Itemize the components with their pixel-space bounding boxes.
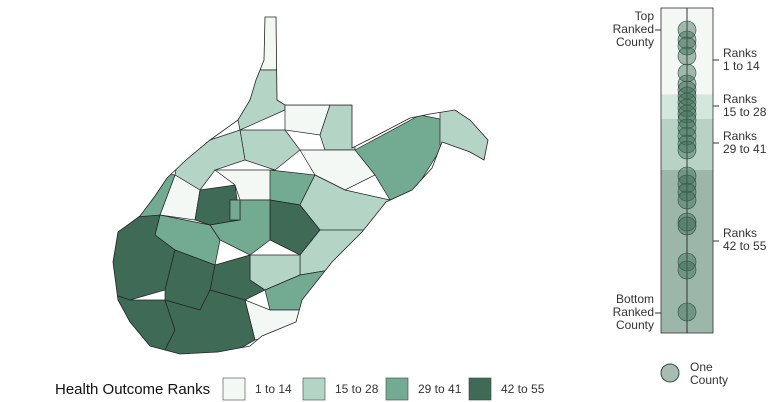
strip-label: Ranks: [723, 46, 757, 60]
strip-label: County: [616, 318, 654, 332]
county: [439, 109, 488, 171]
strip-label: 1 to 14: [723, 59, 760, 73]
strip-label: County: [690, 373, 728, 387]
legend-title: Health Outcome Ranks: [55, 381, 210, 398]
county: [159, 289, 256, 354]
county: [249, 17, 291, 71]
strip-label: Bottom: [616, 292, 654, 306]
strip-label: County: [616, 35, 654, 49]
legend-key: [385, 377, 409, 401]
county: [229, 199, 241, 221]
strip-label: 29 to 41: [723, 142, 767, 156]
legend-label: 15 to 28: [335, 382, 379, 396]
legend-key: [222, 377, 246, 401]
legend-key: [468, 377, 492, 401]
state-outline: [112, 16, 489, 355]
legend-label: 1 to 14: [255, 382, 292, 396]
legend-label: 29 to 41: [418, 382, 462, 396]
strip-label: 42 to 55: [723, 239, 767, 253]
legend-label: 42 to 55: [501, 382, 545, 396]
strip-label: Ranks: [723, 129, 757, 143]
county: [239, 129, 301, 171]
county: [354, 114, 446, 201]
point-legend-key: [660, 363, 680, 383]
strip-label: One: [690, 360, 713, 374]
strip-label: Ranked: [613, 305, 654, 319]
strip-label: Ranked: [613, 22, 654, 36]
strip-label: 15 to 28: [723, 105, 767, 119]
strip-label: Ranks: [723, 226, 757, 240]
county: [209, 199, 271, 256]
strip-label: Top: [635, 9, 655, 23]
legend-key: [302, 377, 326, 401]
strip-label: Ranks: [723, 92, 757, 106]
county-dots: [677, 20, 697, 322]
strip-plot: [655, 7, 719, 383]
